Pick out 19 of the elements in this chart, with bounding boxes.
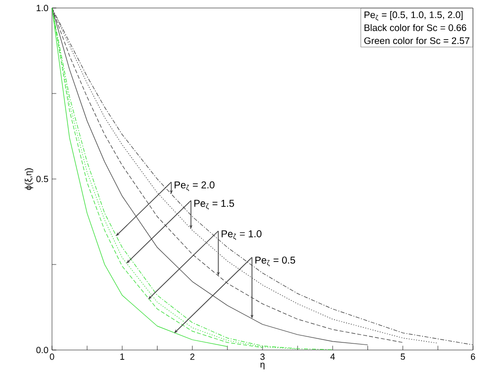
x-tick-label: 5	[400, 354, 405, 360]
annotation: Pe$_{ζ}$ = 1.0	[222, 230, 262, 240]
x-tick-label: 1	[120, 354, 124, 360]
x-tick-label: 4	[330, 354, 335, 360]
annotation: Black color for Sc = 0.66	[364, 24, 466, 32]
y-tick-label: 0.0	[36, 346, 48, 354]
x-tick-label: 0	[50, 354, 54, 360]
x-tick-label: 6	[470, 354, 476, 360]
x-tick-label: 3	[260, 354, 265, 360]
y-axis-title: ϕ(ξ,η)	[24, 168, 34, 190]
annotation: Pe$_{ζ}$ = 2.0	[174, 181, 214, 192]
annotation: Pe$_{ζ}$ = [0.5, 1.0, 1.5, 2.0]	[364, 11, 463, 21]
annotation: Pe$_{ζ}$ = 0.5	[255, 256, 296, 266]
annotation: Green color for Sc = 2.57	[364, 37, 470, 44]
x-axis-title: η	[260, 362, 264, 370]
y-tick-label: 0.5	[36, 176, 48, 182]
x-tick-label: 2	[190, 354, 194, 360]
y-tick-label: 1.0	[36, 4, 48, 12]
annotation: Pe$_{ζ}$ = 1.5	[194, 200, 234, 210]
